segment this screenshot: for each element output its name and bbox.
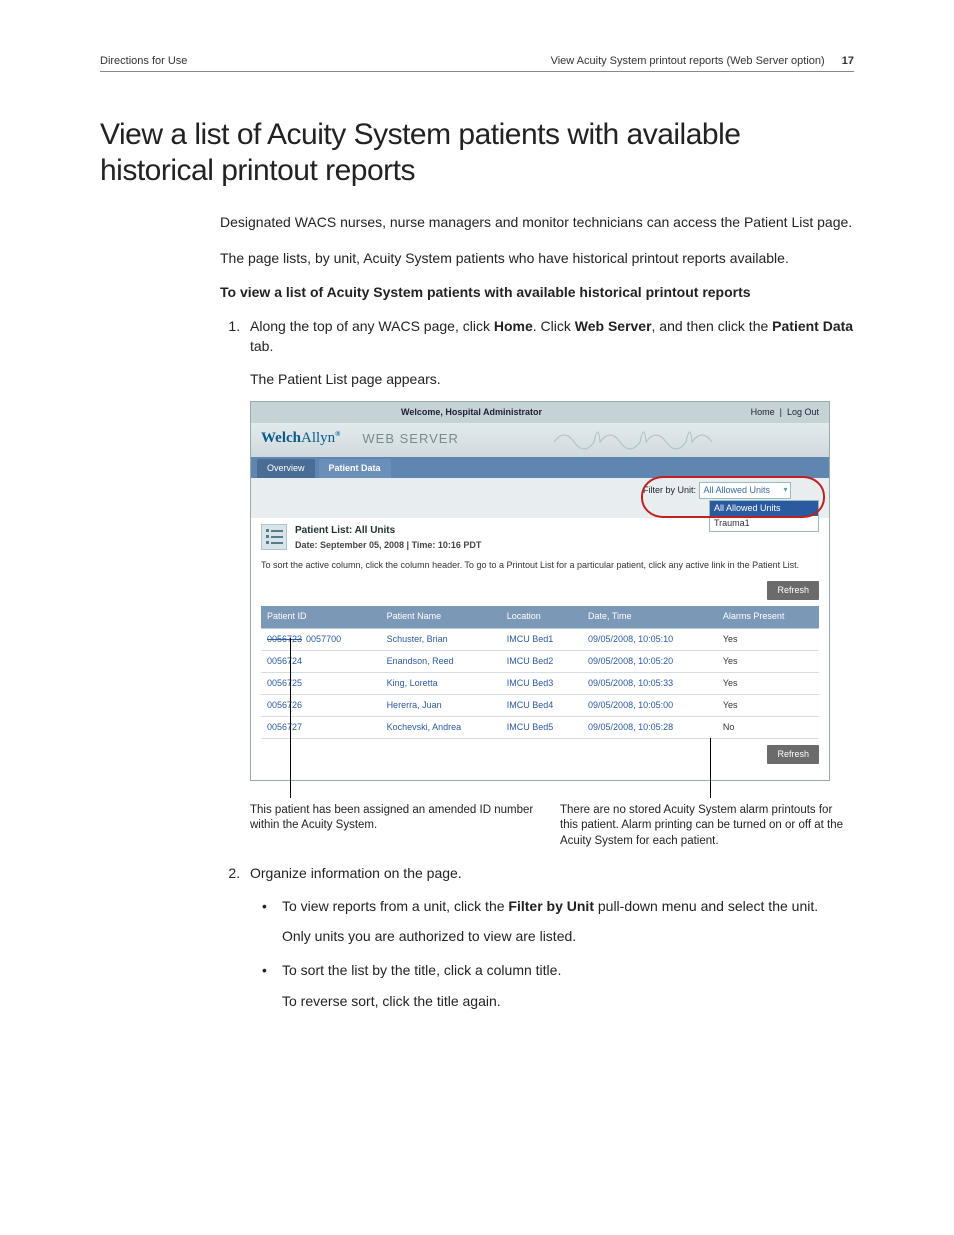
table-row[interactable]: 0056726Hererra, JuanIMCU Bed409/05/2008,… (261, 694, 819, 716)
list-icon (261, 524, 287, 550)
shot-filter-bar: Filter by Unit: All Allowed Units ▾ All … (251, 478, 829, 518)
table-row[interactable]: 00567230057700Schuster, BrianIMCU Bed109… (261, 628, 819, 650)
logo: WelchAllyn® (261, 428, 340, 450)
cell-patient-id[interactable]: 0056724 (261, 650, 381, 672)
col-location[interactable]: Location (501, 606, 582, 628)
filter-by-unit-select[interactable]: All Allowed Units ▾ (699, 482, 791, 499)
cell-alarms: Yes (717, 694, 819, 716)
shot-tabstrip: Overview Patient Data (251, 457, 829, 478)
cell-location[interactable]: IMCU Bed5 (501, 716, 582, 738)
filter-by-unit-label: Filter by Unit: (643, 485, 696, 495)
cell-date-time[interactable]: 09/05/2008, 10:05:20 (582, 650, 717, 672)
cell-patient-name[interactable]: Kochevski, Andrea (381, 716, 501, 738)
col-patient-id[interactable]: Patient ID (261, 606, 381, 628)
page-number: 17 (842, 55, 854, 67)
cell-alarms: Yes (717, 672, 819, 694)
cell-location[interactable]: IMCU Bed2 (501, 650, 582, 672)
caption-left: This patient has been assigned an amende… (250, 803, 540, 850)
cell-patient-name[interactable]: Schuster, Brian (381, 628, 501, 650)
waveform-decoration (469, 428, 819, 450)
filter-dropdown[interactable]: All Allowed Units Trauma1 (709, 500, 819, 532)
cell-location[interactable]: IMCU Bed4 (501, 694, 582, 716)
welcome-text: Welcome, Hospital Administrator (401, 406, 542, 419)
web-server-label: WEB SERVER (362, 430, 458, 449)
cell-patient-name[interactable]: Hererra, Juan (381, 694, 501, 716)
col-patient-name[interactable]: Patient Name (381, 606, 501, 628)
cell-alarms: Yes (717, 628, 819, 650)
header-right: View Acuity System printout reports (Web… (551, 55, 854, 67)
callout-lines (250, 781, 830, 803)
cell-date-time[interactable]: 09/05/2008, 10:05:10 (582, 628, 717, 650)
refresh-button-bottom[interactable]: Refresh (767, 745, 819, 764)
list-datestamp: Date: September 05, 2008 | Time: 10:16 P… (295, 539, 481, 552)
step-2: Organize information on the page. To vie… (244, 863, 854, 1010)
filter-option[interactable]: Trauma1 (710, 516, 818, 531)
table-row[interactable]: 0056724Enandson, ReedIMCU Bed209/05/2008… (261, 650, 819, 672)
cell-patient-id[interactable]: 0056725 (261, 672, 381, 694)
cell-patient-id[interactable]: 0056727 (261, 716, 381, 738)
step-1: Along the top of any WACS page, click Ho… (244, 316, 854, 849)
bullet-filter: To view reports from a unit, click the F… (282, 896, 854, 947)
list-title: Patient List: All Units (295, 524, 481, 539)
procedure-heading: To view a list of Acuity System patients… (220, 284, 854, 300)
col-alarms[interactable]: Alarms Present (717, 606, 819, 628)
screenshot-patient-list: Welcome, Hospital Administrator Home | L… (250, 401, 830, 781)
cell-patient-id[interactable]: 0056726 (261, 694, 381, 716)
shot-brandrow: WelchAllyn® WEB SERVER (251, 423, 829, 457)
chevron-down-icon: ▾ (784, 484, 788, 496)
intro-1: Designated WACS nurses, nurse managers a… (220, 213, 854, 233)
cell-date-time[interactable]: 09/05/2008, 10:05:28 (582, 716, 717, 738)
cell-date-time[interactable]: 09/05/2008, 10:05:00 (582, 694, 717, 716)
filter-option[interactable]: All Allowed Units (710, 501, 818, 516)
cell-alarms: Yes (717, 650, 819, 672)
cell-patient-id[interactable]: 00567230057700 (261, 628, 381, 650)
tab-overview[interactable]: Overview (257, 459, 315, 478)
refresh-button[interactable]: Refresh (767, 581, 819, 600)
sort-hint: To sort the active column, click the col… (261, 560, 819, 572)
cell-location[interactable]: IMCU Bed3 (501, 672, 582, 694)
table-row[interactable]: 0056725King, LorettaIMCU Bed309/05/2008,… (261, 672, 819, 694)
tab-patient-data[interactable]: Patient Data (319, 459, 391, 478)
patient-table: Patient ID Patient Name Location Date, T… (261, 606, 819, 738)
bullet-sort: To sort the list by the title, click a c… (282, 960, 854, 1011)
table-row[interactable]: 0056727Kochevski, AndreaIMCU Bed509/05/2… (261, 716, 819, 738)
page-title: View a list of Acuity System patients wi… (100, 117, 854, 189)
cell-alarms: No (717, 716, 819, 738)
shot-topbar: Welcome, Hospital Administrator Home | L… (251, 402, 829, 423)
header-left: Directions for Use (100, 55, 187, 67)
cell-location[interactable]: IMCU Bed1 (501, 628, 582, 650)
nav-home-link[interactable]: Home (751, 406, 775, 419)
intro-2: The page lists, by unit, Acuity System p… (220, 249, 854, 269)
caption-right: There are no stored Acuity System alarm … (560, 803, 850, 850)
running-header: Directions for Use View Acuity System pr… (100, 55, 854, 72)
cell-patient-name[interactable]: Enandson, Reed (381, 650, 501, 672)
cell-date-time[interactable]: 09/05/2008, 10:05:33 (582, 672, 717, 694)
col-date-time[interactable]: Date, Time (582, 606, 717, 628)
cell-patient-name[interactable]: King, Loretta (381, 672, 501, 694)
screenshot-captions: This patient has been assigned an amende… (250, 803, 850, 850)
step-1-result: The Patient List page appears. (250, 369, 854, 389)
nav-logout-link[interactable]: Log Out (787, 406, 819, 419)
